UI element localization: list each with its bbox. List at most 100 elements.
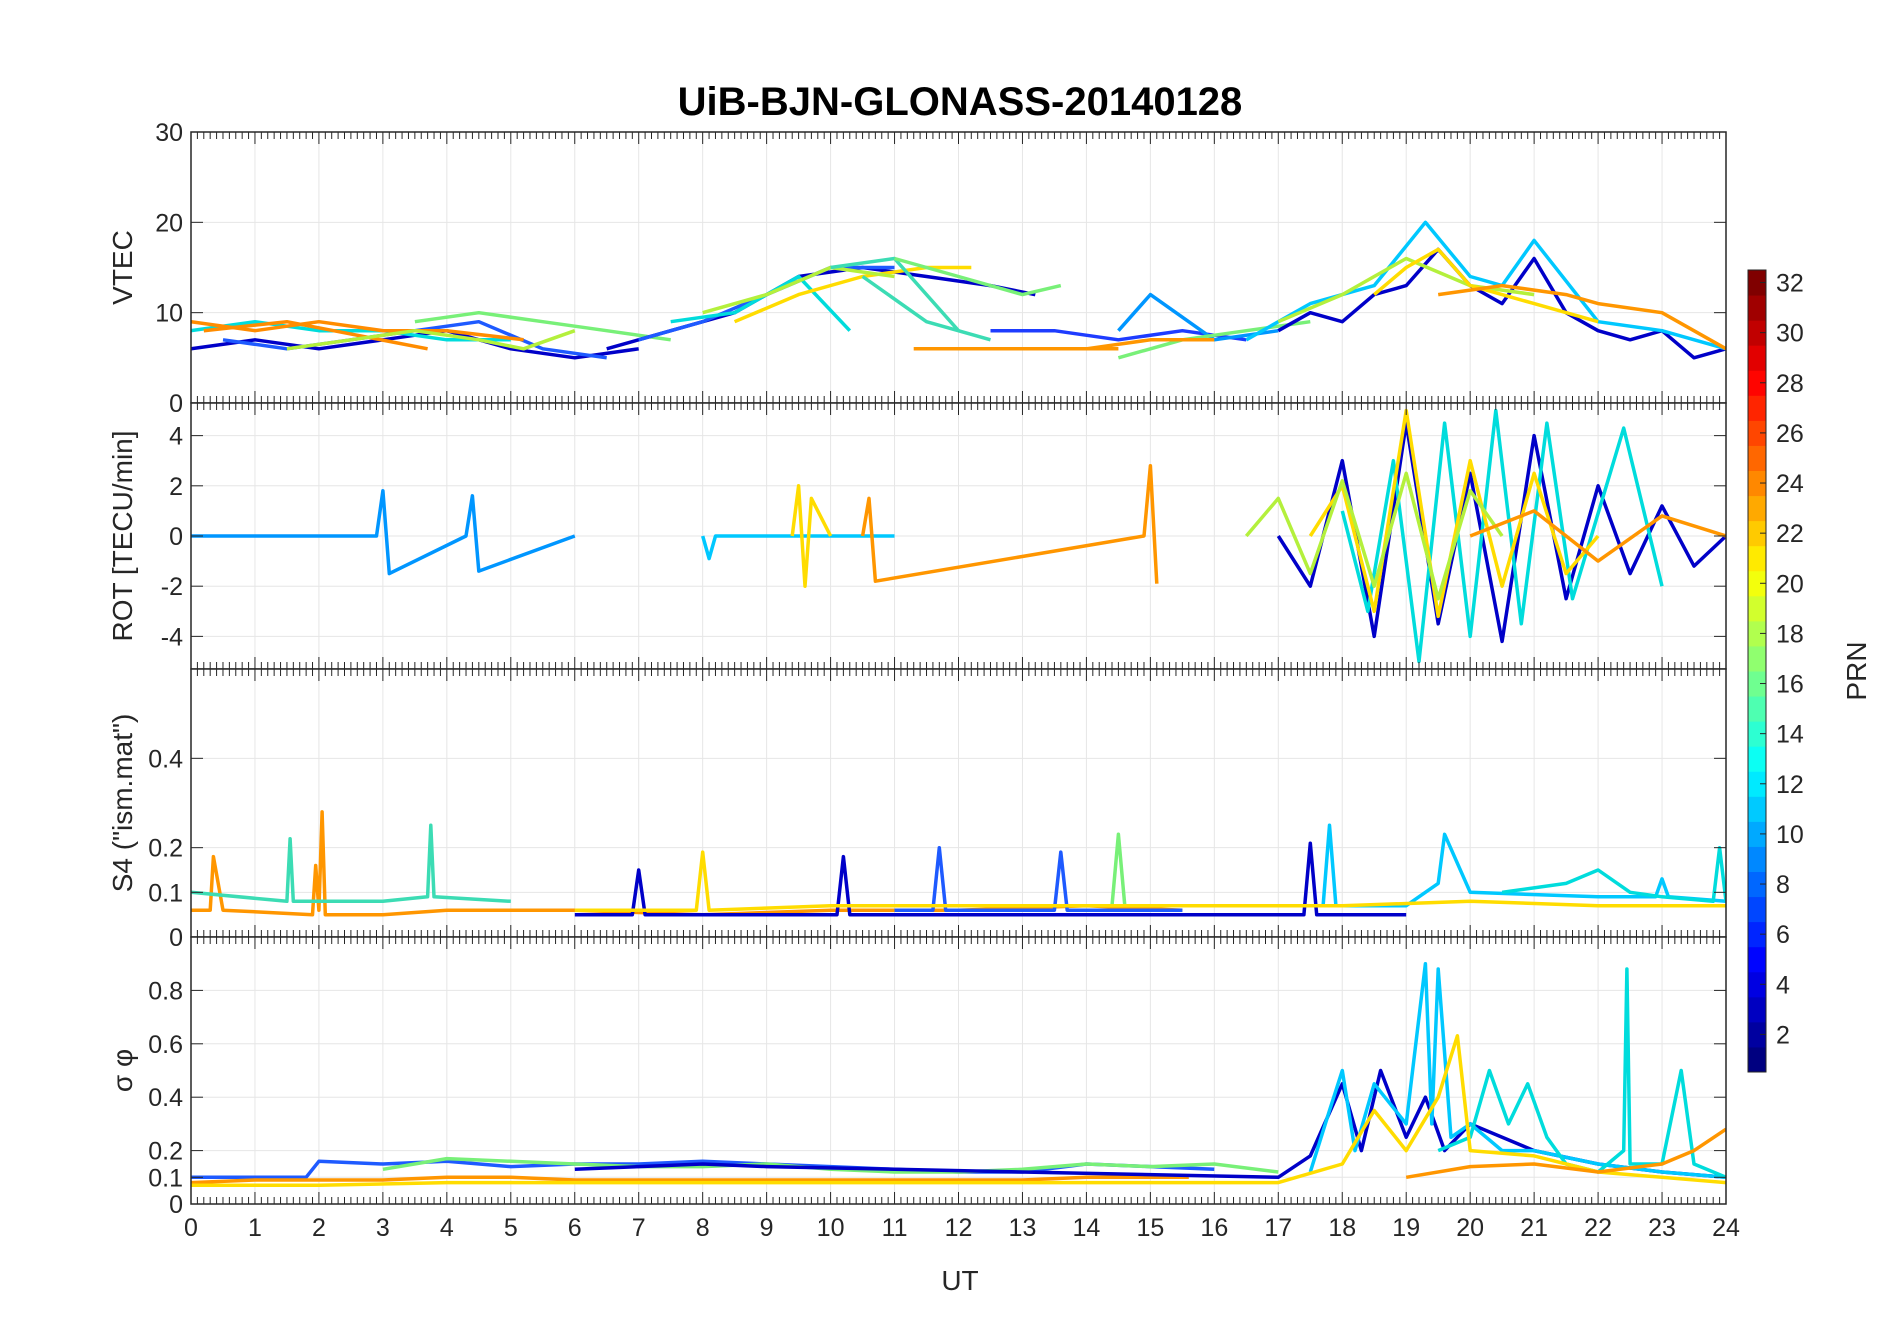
series-line-7 bbox=[1405, 1127, 1726, 1180]
colorbar-segment bbox=[1748, 971, 1766, 998]
series-line-3 bbox=[191, 319, 524, 342]
series-line-4 bbox=[1308, 961, 1726, 1180]
series-group bbox=[191, 810, 1726, 917]
x-tick-label: 3 bbox=[376, 1214, 390, 1242]
x-tick-label: 20 bbox=[1456, 1214, 1484, 1242]
x-tick-label: 1 bbox=[248, 1214, 262, 1242]
x-tick-label: 13 bbox=[1009, 1214, 1037, 1242]
series-line-6 bbox=[191, 1034, 1726, 1188]
colorbar-tick-label: 10 bbox=[1776, 821, 1804, 849]
y-tick-label: 0 bbox=[169, 523, 183, 551]
colorbar-tick-label: 6 bbox=[1776, 921, 1790, 949]
x-tick-label: 21 bbox=[1520, 1214, 1548, 1242]
colorbar-segment bbox=[1748, 495, 1766, 522]
colorbar-segment bbox=[1748, 946, 1766, 973]
colorbar-tick-label: 30 bbox=[1776, 320, 1804, 348]
y-tick-label: 0.1 bbox=[148, 1164, 183, 1192]
series-line-5 bbox=[414, 310, 671, 342]
x-tick-label: 22 bbox=[1584, 1214, 1612, 1242]
colorbar-segment bbox=[1748, 420, 1766, 446]
y-tick-label: 0 bbox=[169, 924, 183, 952]
colorbar-segment bbox=[1748, 545, 1766, 572]
series-line-14 bbox=[861, 275, 991, 342]
colorbar-segment bbox=[1748, 821, 1766, 847]
x-tick-label: 16 bbox=[1200, 1214, 1228, 1242]
series-line-19 bbox=[1086, 338, 1215, 351]
x-tick-label: 9 bbox=[760, 1214, 774, 1242]
colorbar-tick-label: 16 bbox=[1776, 671, 1804, 699]
y-tick-label: 20 bbox=[155, 209, 183, 237]
colorbar-segment bbox=[1748, 295, 1766, 321]
series-line-7 bbox=[1244, 471, 1504, 601]
y-axis-label: σ φ bbox=[107, 1049, 138, 1092]
series-line-5 bbox=[1214, 823, 1726, 908]
series-line-2 bbox=[191, 1175, 1189, 1185]
x-tick-label: 2 bbox=[312, 1214, 326, 1242]
y-tick-label: 30 bbox=[155, 119, 183, 147]
colorbar-tick-label: 20 bbox=[1776, 570, 1804, 598]
y-tick-label: 0.2 bbox=[148, 835, 183, 863]
series-line-2 bbox=[191, 319, 511, 342]
x-tick-label: 5 bbox=[504, 1214, 518, 1242]
x-tick-label: 15 bbox=[1136, 1214, 1164, 1242]
colorbar-segment bbox=[1748, 645, 1766, 672]
series-line-18 bbox=[1117, 319, 1311, 360]
colorbar-segment bbox=[1748, 871, 1766, 898]
series-group bbox=[191, 408, 1726, 664]
colorbar-tick-label: 8 bbox=[1776, 871, 1790, 899]
x-tick-label: 10 bbox=[817, 1214, 845, 1242]
series-line-23 bbox=[1373, 247, 1599, 324]
colorbar-tick-label: 4 bbox=[1776, 971, 1790, 999]
series-line-3 bbox=[894, 845, 1183, 912]
colorbar-segment bbox=[1748, 370, 1766, 396]
colorbar-segment bbox=[1748, 620, 1766, 647]
series-line-24 bbox=[1437, 283, 1726, 351]
y-tick-label: -4 bbox=[161, 623, 183, 651]
series-line-13 bbox=[894, 256, 1062, 297]
colorbar-segment bbox=[1748, 721, 1766, 747]
series-line-0 bbox=[191, 1159, 1215, 1180]
colorbar-segment bbox=[1748, 320, 1766, 346]
colorbar-tick-label: 24 bbox=[1776, 470, 1804, 498]
x-tick-label: 0 bbox=[184, 1214, 198, 1242]
y-axis-label: ROT [TECU/min] bbox=[107, 430, 138, 641]
y-axis-label: VTEC bbox=[107, 230, 138, 305]
series-group bbox=[191, 220, 1726, 360]
y-tick-label: 0.6 bbox=[148, 1031, 183, 1059]
panel-s4: 0 0.1 0.2 0.4 S4 ("ism.mat") bbox=[107, 668, 1727, 952]
colorbar-tick-label: 28 bbox=[1776, 370, 1804, 398]
colorbar-segment bbox=[1748, 921, 1766, 948]
colorbar-tick-label: 12 bbox=[1776, 771, 1804, 799]
x-tick-label: 19 bbox=[1392, 1214, 1420, 1242]
colorbar-segment bbox=[1748, 896, 1766, 923]
colorbar-tick-label: 32 bbox=[1776, 270, 1804, 298]
series-line-7 bbox=[1501, 845, 1726, 904]
series-line-6 bbox=[574, 850, 1726, 912]
x-tick-label: 23 bbox=[1648, 1214, 1676, 1242]
series-line-1 bbox=[701, 534, 895, 561]
colorbar-segment bbox=[1748, 445, 1766, 471]
x-tick-label: 12 bbox=[945, 1214, 973, 1242]
colorbar-segment bbox=[1748, 270, 1766, 296]
y-axis-label: S4 ("ism.mat") bbox=[107, 714, 138, 893]
y-tick-label: 2 bbox=[169, 473, 183, 501]
colorbar-frame bbox=[1747, 269, 1767, 1073]
panel-rot: -4 -2 0 2 4 ROT [TECU/min] bbox=[107, 402, 1727, 670]
series-line-2 bbox=[790, 484, 833, 588]
x-tick-label: 11 bbox=[882, 1214, 908, 1242]
colorbar-segment bbox=[1748, 1021, 1766, 1048]
x-axis-label: UT bbox=[941, 1265, 978, 1296]
panel-sigma-phi: 00.10.20.40.60.80 1 2 3 4 5 6 7 8 9 10 11 12 13 14 15 16… bbox=[107, 936, 1740, 1242]
y-tick-label: 4 bbox=[169, 423, 183, 451]
y-tick-label: 0 bbox=[169, 1191, 183, 1219]
series-line-0 bbox=[191, 810, 1183, 917]
colorbar-segment bbox=[1748, 996, 1766, 1023]
colorbar-segment bbox=[1748, 520, 1766, 547]
colorbar-label: PRN bbox=[1841, 641, 1872, 700]
series-line-1 bbox=[191, 823, 511, 904]
colorbar-tick-label: 14 bbox=[1776, 721, 1804, 749]
series-line-6 bbox=[286, 328, 576, 351]
colorbar-segment bbox=[1748, 345, 1766, 371]
